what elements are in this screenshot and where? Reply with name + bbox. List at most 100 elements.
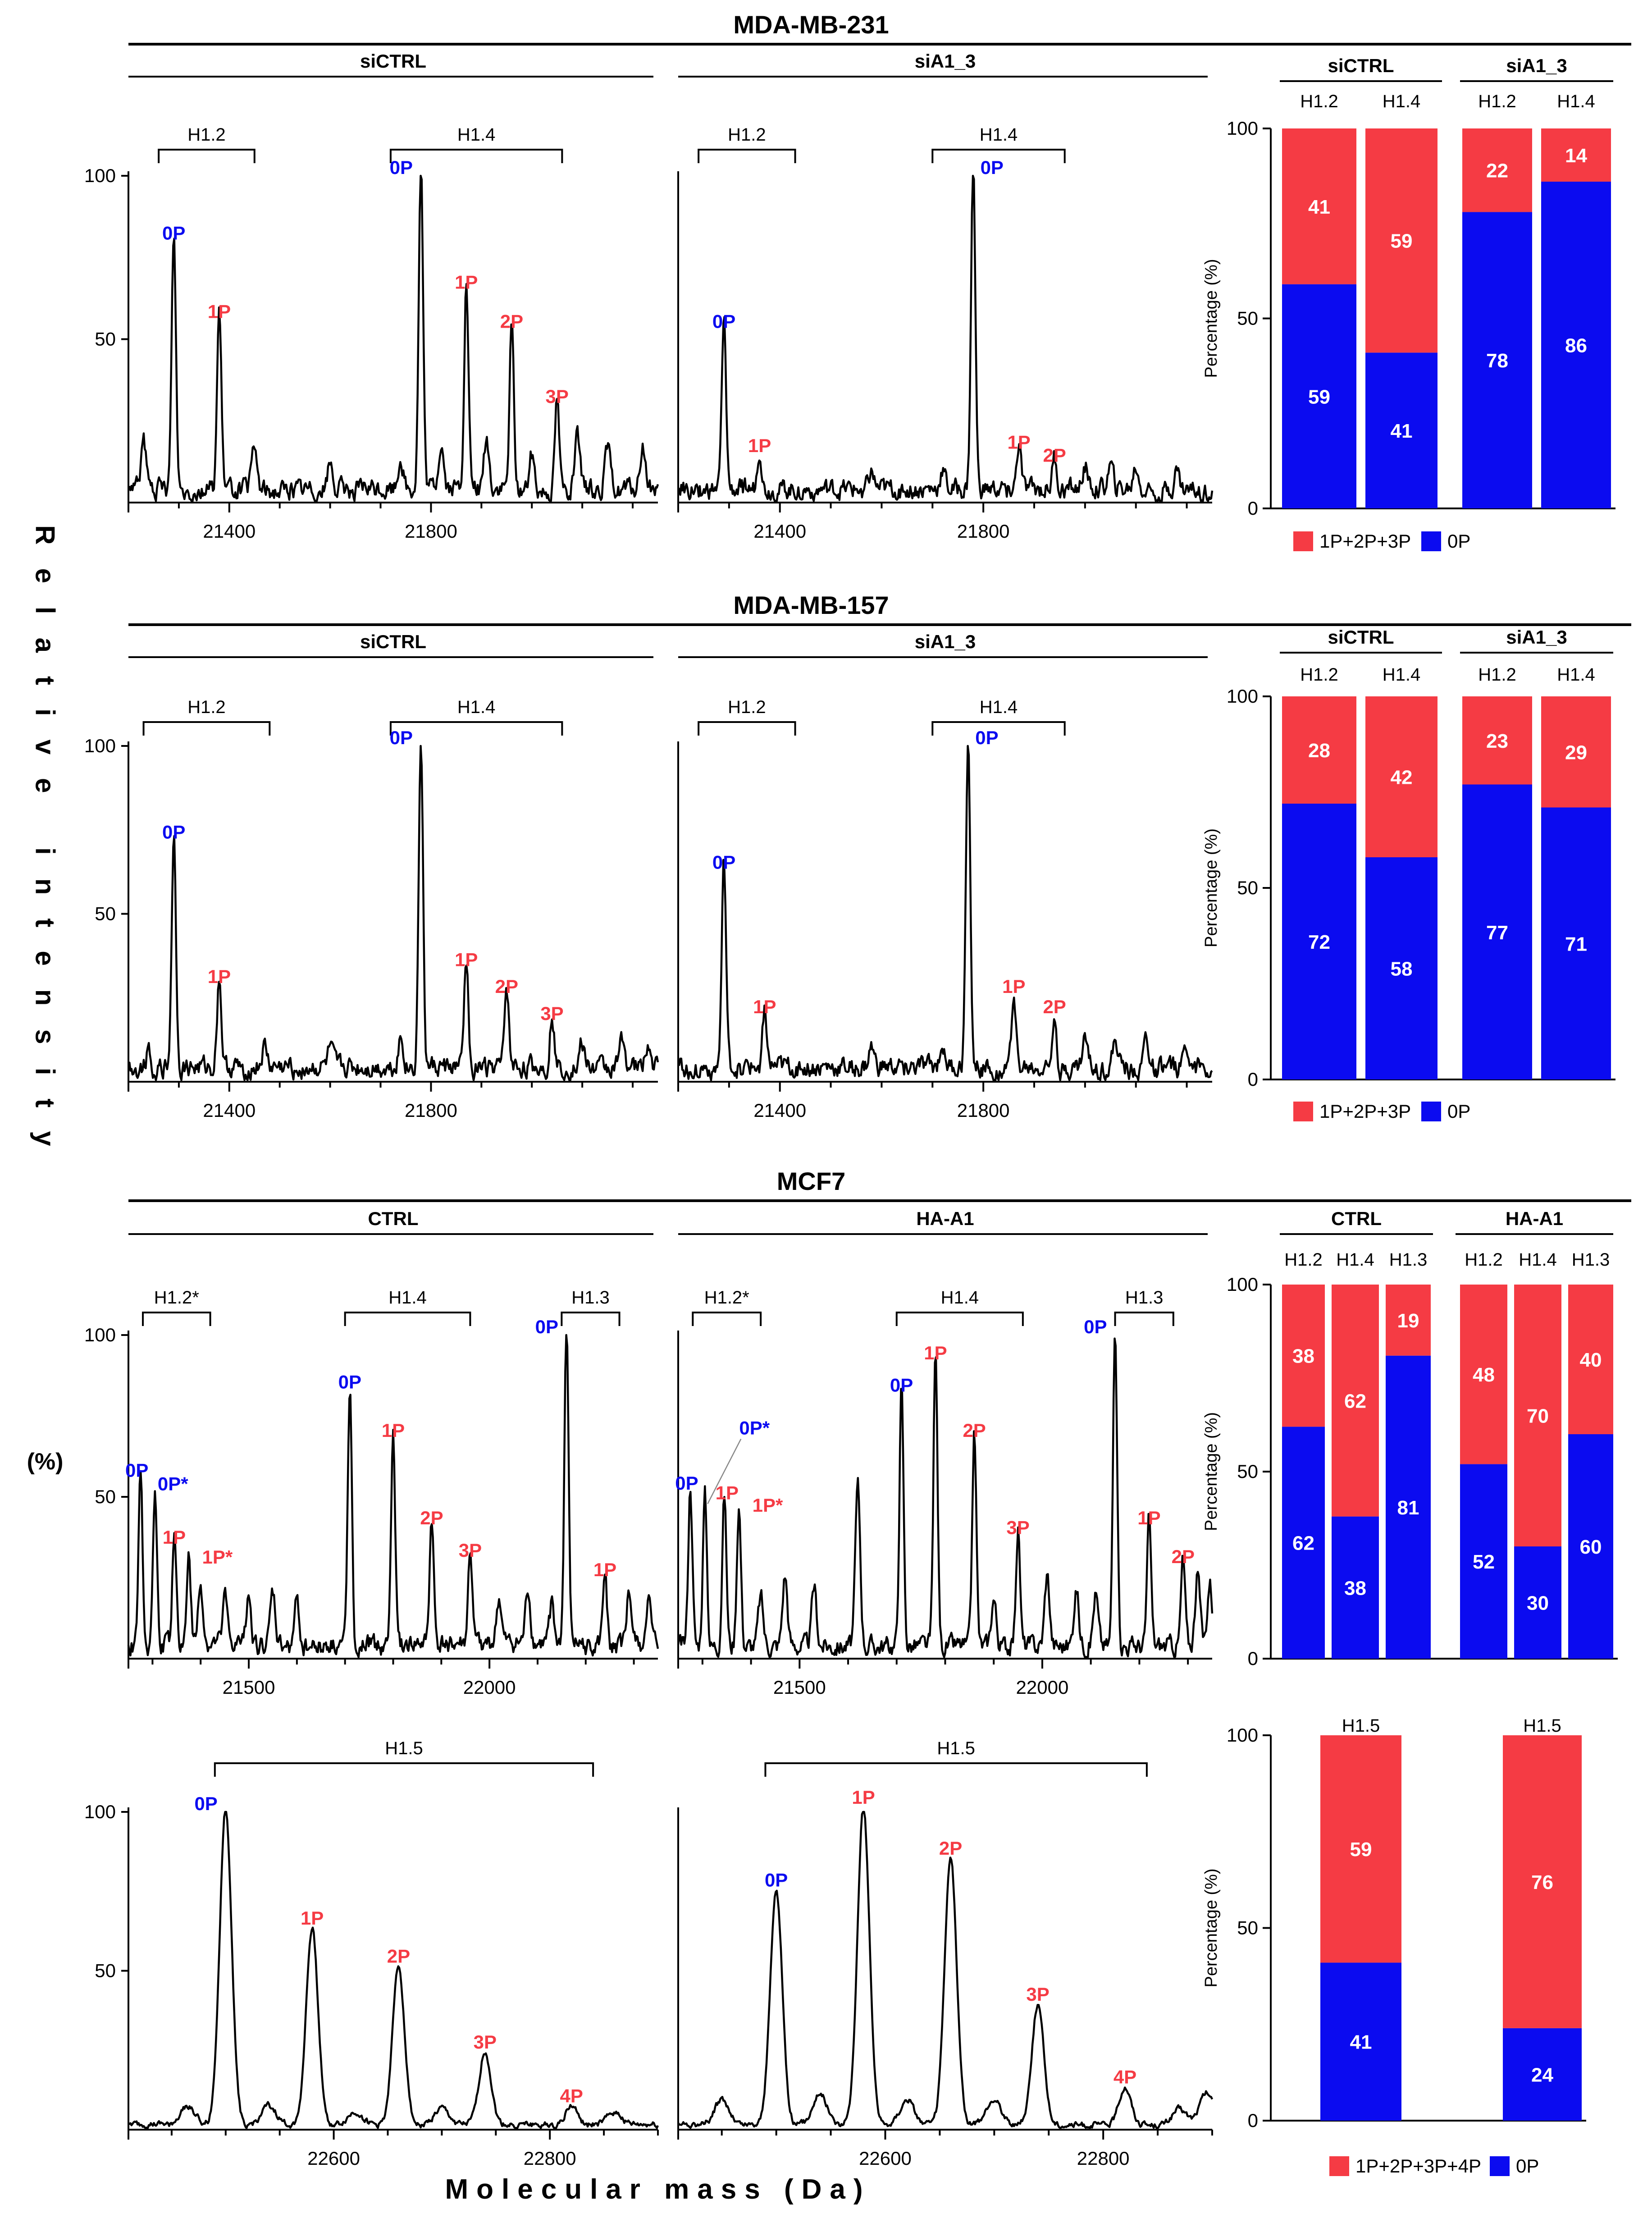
bar-value-0p: 78 [1486,350,1508,372]
peak-label-1p: 1P [455,949,478,970]
bar-y-tick-label: 50 [1237,1917,1258,1939]
bar-segment-0p [1462,212,1532,509]
histone-label-h1-4: H1.4 [980,125,1018,145]
peak-label-2p: 2P [500,311,523,332]
bar-y-tick-label: 50 [1237,877,1258,898]
bar-y-tick-label: 100 [1227,118,1258,139]
bar-value-phospho: 41 [1308,196,1330,218]
histone-bracket-h1-5 [764,1762,1148,1777]
histone-bracket-h1-3 [561,1312,621,1326]
bar-segment-0p [1386,1355,1431,1659]
y-tick-label: 100 [84,165,116,186]
x-tick-label: 21400 [203,1100,256,1121]
bar-segment-phospho [1514,1285,1561,1546]
peak-label-1p: 1P [716,1482,739,1504]
histone-bracket-h1-4 [931,149,1066,163]
legend-label-1p-2p-3p: 1P+2P+3P [1319,1101,1411,1122]
peak-label-0p: 0P [1084,1316,1107,1337]
bar-category-label-h1-2: H1.2 [1465,1250,1503,1270]
bar-value-0p: 77 [1486,922,1508,944]
bar-value-0p: 71 [1565,933,1587,955]
bar-category-label-h1-2: H1.2 [1300,665,1338,685]
section-title-mcf7: MCF7 [777,1167,845,1195]
histone-label-h1-4: H1.4 [457,125,496,145]
peak-label-1p: 1P [1007,432,1030,453]
bar-segment-0p [1460,1464,1507,1659]
peak-label-1p: 1P [208,301,231,322]
bar-segment-0p [1514,1546,1561,1659]
histone-bracket-h1-4 [344,1312,471,1326]
section-title-mda-mb-157: MDA-MB-157 [733,591,889,619]
legend-swatch-0p [1421,1102,1441,1121]
bar-value-0p: 38 [1344,1577,1366,1599]
legend-label-0p: 0P [1447,530,1470,552]
histone-label-h1-5: H1.5 [937,1738,975,1758]
x-tick-label: 22800 [1077,2148,1130,2169]
bar-value-phospho: 40 [1580,1349,1602,1371]
bar-y-tick-label: 100 [1227,1274,1258,1295]
bar-value-0p: 72 [1308,931,1330,953]
condition-label-ctrl: CTRL [368,1208,419,1229]
bar-value-phospho: 19 [1397,1310,1419,1332]
histone-bracket-h1-3 [1114,1312,1174,1326]
barchart-bar157: 0 50 100 Percentage (%) siCTRL H1.2 H1.4 siA1_3… [1202,627,1615,1090]
spectrum-trace [128,174,659,502]
bar-y-tick-label: 0 [1248,1069,1258,1090]
condition-label-sictrl: siCTRL [360,631,426,652]
x-tick-label: 21800 [957,521,1010,542]
bar-group-label-ctrl: CTRL [1331,1208,1382,1229]
histone-label-h1-2: H1.2 [187,125,226,145]
histone-bracket-h1-2 [158,149,256,163]
bar-segment-0p [1541,807,1611,1079]
bar-group-label-sia1-3: siA1_3 [1506,55,1567,76]
histone-label-h1-2: H1.2 [728,125,766,145]
spectrum-s157b: siA1_3 H1.2 H1.4 21400 21800 0P 1P 0P 1P 2P [677,631,1213,1121]
histone-label-h1-5: H1.5 [385,1738,423,1758]
bar-value-phospho: 62 [1344,1390,1366,1412]
bar-segment-phospho [1462,696,1532,785]
x-axis-label: Molecular mass (Da) [445,2174,871,2205]
peak-label-3p: 3P [540,1003,563,1024]
spectrum-h15a: H1.5 22600 22800 50 100 0P 1P 2P 3P 4P [84,1738,659,2169]
x-tick-label: 21500 [773,1677,826,1698]
peak-label-1p: 1P [208,966,231,987]
legend-2: 1P+2P+3P+4P 0P [1329,2155,1539,2177]
bar-segment-phospho [1365,696,1438,857]
bar-category-label-h1-4: H1.4 [1519,1250,1557,1270]
spectrum-trace [127,1334,659,1658]
y-tick-label: 100 [84,1801,116,1822]
bar-segment-phospho [1282,1285,1325,1427]
bar-value-phospho: 59 [1391,230,1413,252]
y-tick-label: 50 [95,329,116,350]
barchart-barh15: 0 50 100 Percentage (%) H1.5 H1.5 41 59 24 76 [1202,1716,1586,2131]
bar-value-phospho: 23 [1486,730,1508,752]
spectrum-trace [128,745,659,1081]
spectrum-s231a: siCTRL H1.2 H1.4 21400 21800 50 100 0P 1P 0P 1P 2P 3… [84,50,659,542]
histone-label-h1-4: H1.4 [980,697,1018,717]
histone-bracket-h1-4 [389,721,563,736]
peak-label-0p: 0P [975,727,998,748]
peak-label-0p: 0P [390,727,413,748]
legend-label-1p-2p-3p: 1P+2P+3P [1319,530,1411,552]
bar-y-axis-label: Percentage (%) [1202,828,1221,947]
bar-segment-0p [1365,352,1438,508]
peak-label-0p: 0P [162,822,185,843]
peak-label-3p: 3P [1006,1517,1029,1538]
peak-label-2p: 2P [1043,445,1066,466]
peak-label-2p: 2P [1043,996,1066,1017]
peak-label-1p: 1P* [202,1546,233,1568]
legend-1: 1P+2P+3P 0P [1293,1101,1470,1122]
x-tick-label: 21400 [753,1100,806,1121]
bar-segment-0p [1365,857,1438,1079]
peak-label-1p: 1P* [753,1495,783,1516]
histone-bracket-h1-2 [692,1312,762,1326]
x-tick-label: 22600 [307,2148,360,2169]
spectrum-trace [677,745,1213,1081]
peak-label-1p: 1P [593,1559,616,1580]
bar-value-0p: 52 [1473,1551,1495,1573]
spectrum-trace [677,1811,1214,2129]
histone-bracket-h1-2 [142,1312,211,1326]
histone-bracket-h1-4 [895,1312,1024,1326]
bar-segment-phospho [1460,1285,1507,1464]
bar-y-tick-label: 50 [1237,308,1258,329]
